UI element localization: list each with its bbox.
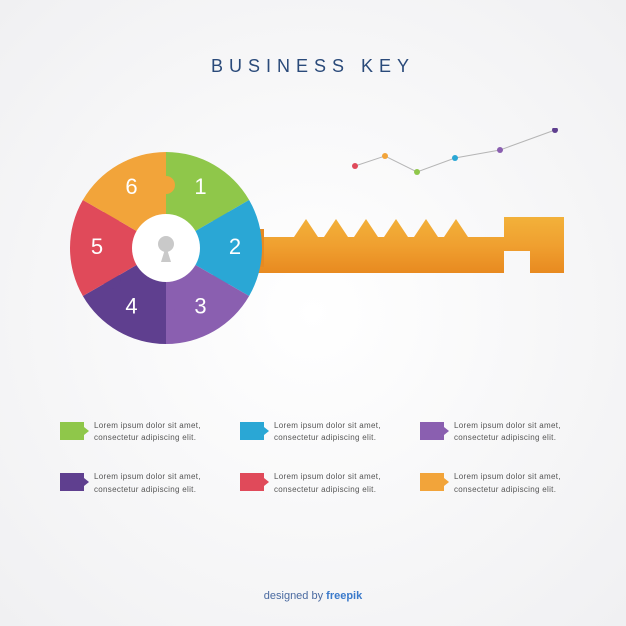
swatch-arrow-icon xyxy=(264,478,269,486)
legend-item-5: Lorem ipsum dolor sit amet, consectetur a… xyxy=(240,471,390,494)
wheel-label-4: 4 xyxy=(125,294,137,319)
swatch-arrow-icon xyxy=(84,478,89,486)
key-shaft-body xyxy=(252,217,564,273)
legend-item-1: Lorem ipsum dolor sit amet,consectetur a… xyxy=(60,420,210,443)
legend-swatch xyxy=(420,422,444,440)
legend-line1: Lorem ipsum dolor sit amet, xyxy=(274,471,381,482)
legend-line1: Lorem ipsum dolor sit amet, xyxy=(94,471,201,482)
legend-line2: consectetur adipiscing elit. xyxy=(274,432,381,443)
swatch-arrow-icon xyxy=(84,427,89,435)
sparkline-point-0 xyxy=(352,163,358,169)
legend-text: Lorem ipsum dolor sit amet, consectetur a… xyxy=(94,471,201,494)
sparkline-point-1 xyxy=(382,153,388,159)
swatch-arrow-icon xyxy=(264,427,269,435)
legend-swatch xyxy=(60,422,84,440)
page-title: BUSINESS KEY xyxy=(0,0,626,77)
legend-line2: consectetur adipiscing elit. xyxy=(274,484,381,495)
swatch-arrow-icon xyxy=(444,427,449,435)
sparkline-chart xyxy=(350,128,570,188)
sparkline-point-4 xyxy=(497,147,503,153)
legend-grid: Lorem ipsum dolor sit amet,consectetur a… xyxy=(60,420,570,495)
credit-line: designed by freepik xyxy=(0,590,626,602)
key-wheel: 1 2 3 4 5 6 xyxy=(70,152,262,344)
sparkline-point-3 xyxy=(452,155,458,161)
legend-line1: Lorem ipsum dolor sit amet, xyxy=(274,420,381,431)
legend-text: Lorem ipsum dolor sit amet,consectetur a… xyxy=(274,420,381,443)
legend-line1: Lorem ipsum dolor sit amet, xyxy=(454,471,561,482)
wheel-label-3: 3 xyxy=(194,294,206,319)
wheel-tab-6 xyxy=(157,176,175,194)
wheel-label-2: 2 xyxy=(229,234,241,259)
sparkline-line xyxy=(355,130,555,172)
legend-line2: consectetur adipiscing elit. xyxy=(94,432,201,443)
legend-text: Lorem ipsum dolor sit amet, consectetur a… xyxy=(454,471,561,494)
sparkline-point-5 xyxy=(552,128,558,133)
swatch-arrow-icon xyxy=(444,478,449,486)
legend-line1: Lorem ipsum dolor sit amet, xyxy=(94,420,201,431)
credit-brand: freepik xyxy=(326,590,362,602)
legend-line1: Lorem ipsum dolor sit amet, xyxy=(454,420,561,431)
legend-swatch xyxy=(60,473,84,491)
key-shaft xyxy=(246,217,564,273)
legend-item-2: Lorem ipsum dolor sit amet,consectetur a… xyxy=(240,420,390,443)
wheel-label-1: 1 xyxy=(194,174,206,199)
legend-swatch xyxy=(420,473,444,491)
legend-swatch xyxy=(240,473,264,491)
sparkline-point-2 xyxy=(414,169,420,175)
legend-line2: consectetur adipiscing elit. xyxy=(94,484,201,495)
wheel-label-6: 6 xyxy=(125,174,137,199)
legend-item-3: Lorem ipsum dolor sit amet,consectetur a… xyxy=(420,420,570,443)
legend-text: Lorem ipsum dolor sit amet,consectetur a… xyxy=(454,420,561,443)
legend-item-6: Lorem ipsum dolor sit amet, consectetur a… xyxy=(420,471,570,494)
wheel-label-5: 5 xyxy=(91,234,103,259)
legend-line2: consectetur adipiscing elit. xyxy=(454,432,561,443)
legend-item-4: Lorem ipsum dolor sit amet, consectetur a… xyxy=(60,471,210,494)
legend-line2: consectetur adipiscing elit. xyxy=(454,484,561,495)
credit-prefix: designed by xyxy=(264,590,326,602)
legend-text: Lorem ipsum dolor sit amet, consectetur a… xyxy=(274,471,381,494)
legend-text: Lorem ipsum dolor sit amet,consectetur a… xyxy=(94,420,201,443)
legend-swatch xyxy=(240,422,264,440)
